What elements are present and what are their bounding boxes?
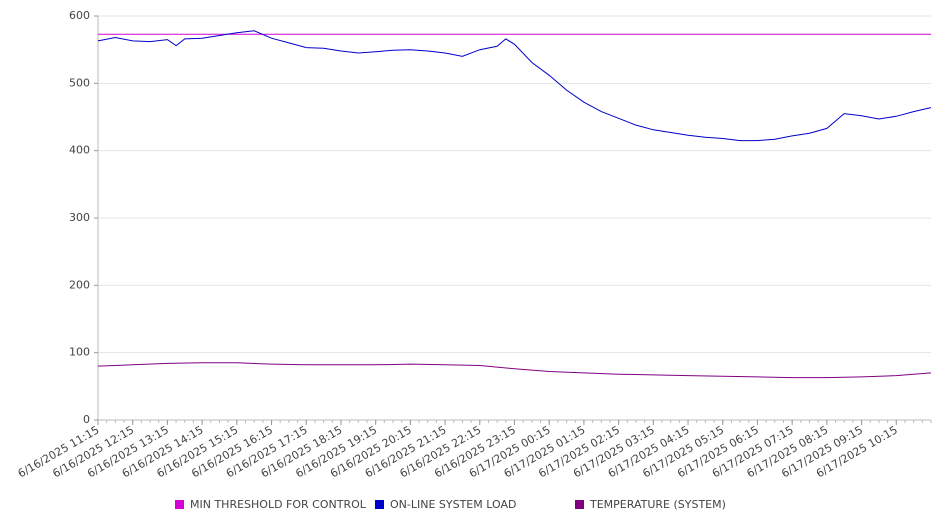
y-tick-label: 600 xyxy=(69,9,90,22)
legend-swatch-icon xyxy=(175,500,184,509)
legend-item-min-threshold[interactable]: MIN THRESHOLD FOR CONTROL xyxy=(175,498,366,511)
legend-label: MIN THRESHOLD FOR CONTROL xyxy=(190,498,366,511)
y-axis-ticks: 0 100 200 300 400 500 600 xyxy=(69,9,98,426)
y-tick-label: 100 xyxy=(69,346,90,359)
grid-lines xyxy=(98,15,931,354)
legend-item-system-load[interactable]: ON-LINE SYSTEM LOAD xyxy=(375,498,516,511)
y-tick-label: 200 xyxy=(69,278,90,291)
legend-item-temperature[interactable]: TEMPERATURE (SYSTEM) xyxy=(575,498,726,511)
legend-label: ON-LINE SYSTEM LOAD xyxy=(390,498,517,511)
x-axis-ticks: 6/16/2025 11:156/16/2025 12:156/16/2025 … xyxy=(16,420,900,480)
series-line-system-load xyxy=(97,30,932,142)
axes xyxy=(97,16,932,423)
y-tick-label: 300 xyxy=(69,211,90,224)
series-line-temperature xyxy=(97,362,932,379)
chart-legend: MIN THRESHOLD FOR CONTROL ON-LINE SYSTEM… xyxy=(0,498,946,514)
y-tick-label: 0 xyxy=(83,413,90,426)
y-tick-label: 400 xyxy=(69,144,90,157)
legend-swatch-icon xyxy=(375,500,384,509)
legend-swatch-icon xyxy=(575,500,584,509)
series-lines xyxy=(97,30,932,379)
y-tick-label: 500 xyxy=(69,76,90,89)
legend-label: TEMPERATURE (SYSTEM) xyxy=(590,498,726,511)
